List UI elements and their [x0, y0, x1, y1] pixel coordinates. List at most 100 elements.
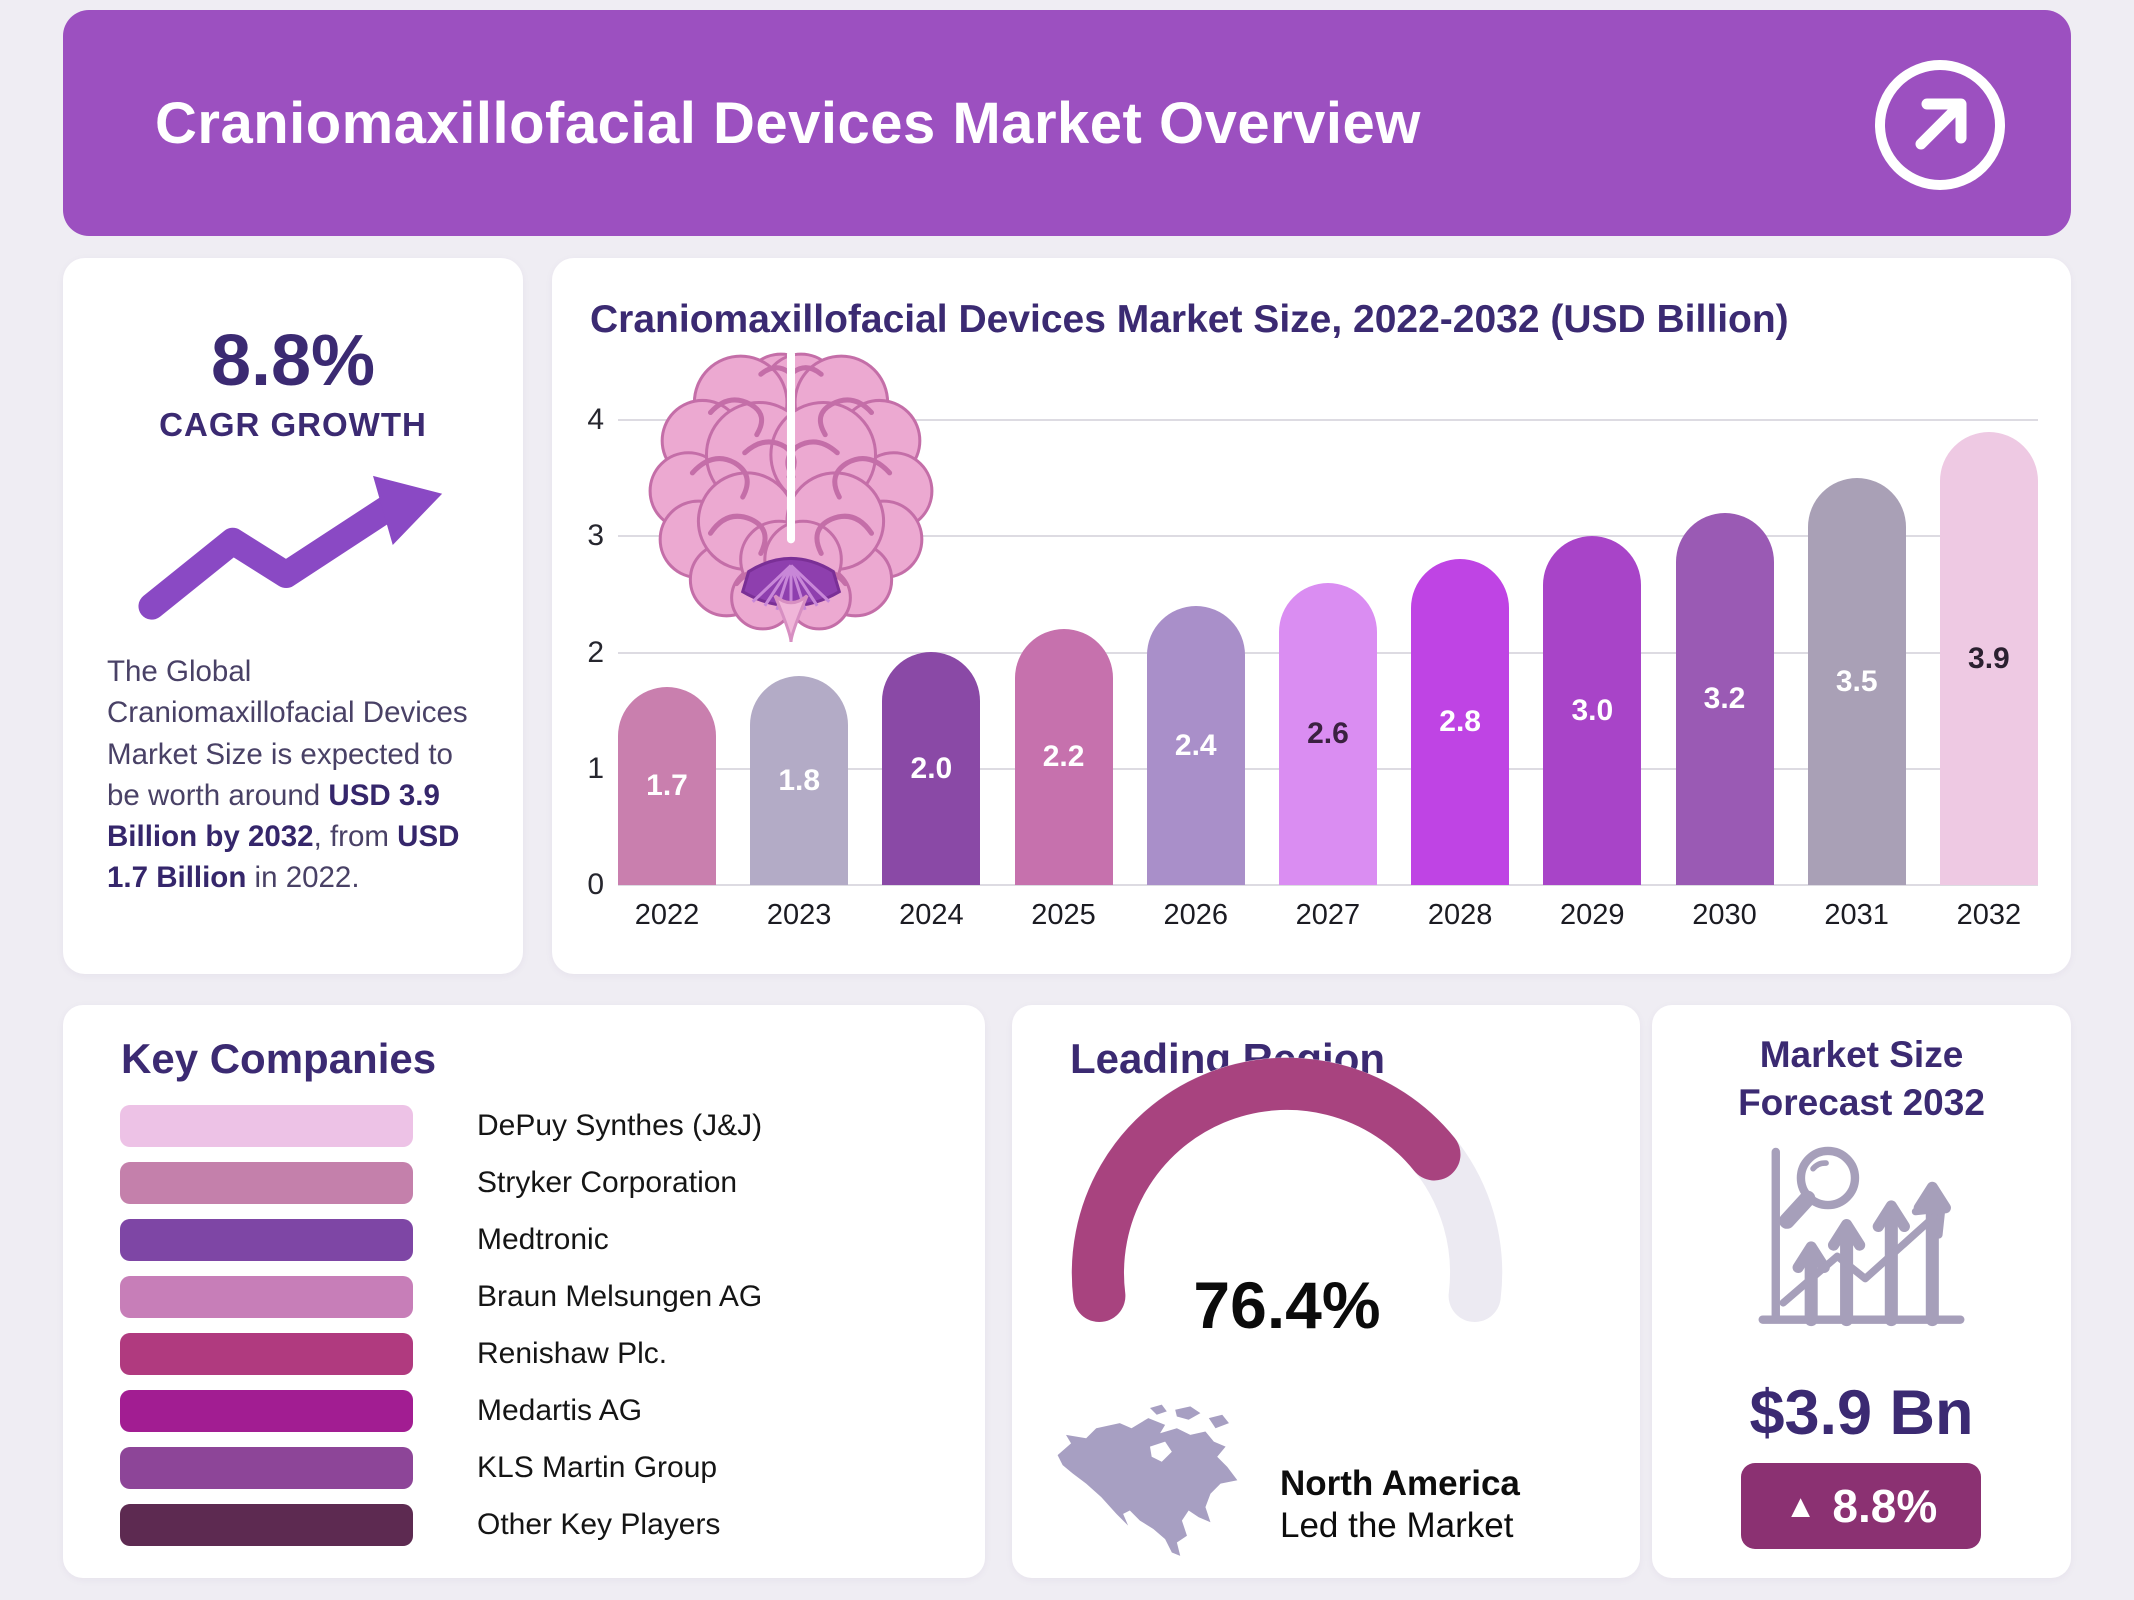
bar-2028: 2.8: [1411, 559, 1510, 885]
company-label: DePuy Synthes (J&J): [477, 1109, 763, 1142]
bar-2023: 1.8: [750, 676, 849, 885]
header-banner: Craniomaxillofacial Devices Market Overv…: [63, 10, 2071, 236]
market-size-forecast-card: Market Size Forecast 2032 $3.9 Bn ▲ 8.8%: [1652, 1005, 2071, 1578]
bar-value-label: 2.0: [910, 751, 953, 785]
y-axis-tick-4: 4: [587, 403, 604, 436]
company-row: Other Key Players: [120, 1504, 940, 1546]
x-axis-label-2030: 2030: [1692, 899, 1757, 931]
company-row: Renishaw Plc.: [120, 1333, 940, 1375]
y-axis-tick-0: 0: [587, 868, 604, 901]
bar-value-label: 3.9: [1968, 641, 2010, 675]
company-color-swatch: [120, 1162, 413, 1204]
region-note: Led the Market: [1280, 1506, 1514, 1545]
gridline-y3: [618, 535, 2038, 538]
gridline-y4: [618, 419, 2038, 421]
company-row: KLS Martin Group: [120, 1447, 940, 1489]
company-color-swatch: [120, 1390, 413, 1432]
company-row: DePuy Synthes (J&J): [120, 1105, 940, 1147]
bar-value-label: 2.4: [1174, 728, 1217, 762]
bar-value-label: 2.6: [1307, 717, 1349, 750]
key-companies-card: Key Companies DePuy Synthes (J&J) Stryker…: [63, 1005, 985, 1578]
company-color-swatch: [120, 1333, 413, 1375]
x-axis-label-2024: 2024: [899, 899, 964, 931]
company-list: DePuy Synthes (J&J) Stryker Corporation Me…: [120, 1105, 940, 1561]
gauge-percent-label: 76.4%: [1193, 1268, 1381, 1342]
cagr-value: 8.8%: [210, 321, 376, 401]
region-name: North America: [1280, 1464, 1520, 1503]
bar-2027: 2.6: [1278, 583, 1377, 885]
company-color-swatch: [120, 1105, 413, 1147]
growth-percent: 8.8%: [1832, 1480, 1938, 1532]
bar-value-label: 3.2: [1703, 682, 1746, 715]
x-axis-label-2029: 2029: [1560, 899, 1625, 931]
cagr-label: CAGR GROWTH: [159, 406, 427, 443]
bar-2031: 3.5: [1807, 478, 1906, 885]
y-axis-tick-3: 3: [587, 519, 604, 553]
company-label: Braun Melsungen AG: [477, 1280, 763, 1313]
y-axis-tick-1: 1: [587, 751, 604, 785]
y-axis-tick-2: 2: [587, 635, 604, 669]
growth-badge: ▲ 8.8%: [1741, 1463, 1981, 1549]
magnifier-growth-chart-icon: [1758, 1146, 1965, 1327]
bar-2024: 2.0: [882, 652, 981, 885]
bar-value-label: 3.5: [1835, 664, 1878, 698]
market-size-chart-card: Craniomaxillofacial Devices Market Size,…: [552, 258, 2071, 974]
company-row: Stryker Corporation: [120, 1162, 940, 1204]
bar-value-label: 2.2: [1042, 740, 1085, 773]
company-label: Medartis AG: [477, 1394, 643, 1427]
company-label: Medtronic: [477, 1223, 609, 1256]
forecast-title: Market Size Forecast 2032: [1652, 1031, 2071, 1127]
forecast-value: $3.9 Bn: [1749, 1378, 1974, 1448]
x-axis-label-2022: 2022: [634, 899, 700, 931]
bars: 1.7 1.8 2.0 2.2 2.4 2.6 2.8 3.0 3.2 3.5 3.9: [618, 420, 2038, 885]
chart-title: Craniomaxillofacial Devices Market Size,…: [590, 298, 1789, 341]
region-caption: North America Led the Market: [1280, 1463, 1520, 1547]
bar-2022: 1.7: [618, 687, 716, 885]
company-label: Renishaw Plc.: [477, 1337, 668, 1370]
forecast-title-line1: Market Size: [1759, 1034, 1964, 1075]
x-axis-label-2027: 2027: [1295, 899, 1361, 931]
brain-illustration-icon: [648, 350, 934, 643]
leading-region-card: Leading Region 76.4% North America Led t…: [1012, 1005, 1640, 1578]
arrow-up-right-circle-icon[interactable]: [1871, 56, 2009, 194]
bar-value-label: 1.8: [778, 763, 821, 797]
bar-2029: 3.0: [1543, 536, 1642, 885]
gauge-chart: [1071, 1057, 1503, 1323]
bar-2030: 3.2: [1675, 513, 1774, 885]
x-axis-label-2028: 2028: [1427, 899, 1493, 931]
bar-chart-plot: 1.7 1.8 2.0 2.2 2.4 2.6 2.8 3.0 3.2 3.5 3.9: [618, 419, 2038, 886]
x-axis-label-2032: 2032: [1956, 899, 2022, 931]
gridline-y0: [618, 884, 2038, 886]
cagr-card: 8.8% CAGR GROWTH The Global Craniomaxill…: [63, 258, 523, 974]
company-label: Other Key Players: [477, 1508, 721, 1541]
bar-value-label: 3.0: [1571, 693, 1614, 727]
bar-2032: 3.9: [1939, 432, 2038, 885]
x-axis-label-2026: 2026: [1163, 899, 1228, 931]
x-axis-label-2031: 2031: [1824, 899, 1889, 931]
company-row: Medtronic: [120, 1219, 940, 1261]
trend-up-arrow-icon: [138, 475, 443, 620]
company-color-swatch: [120, 1276, 413, 1318]
bar-2025: 2.2: [1014, 629, 1113, 885]
company-label: KLS Martin Group: [477, 1451, 718, 1484]
up-triangle-icon: ▲: [1784, 1488, 1817, 1524]
bar-value-label: 2.8: [1439, 705, 1481, 738]
x-axis-label-2025: 2025: [1031, 899, 1096, 931]
bar-2026: 2.4: [1146, 606, 1245, 885]
company-row: Medartis AG: [120, 1390, 940, 1432]
forecast-title-line2: Forecast 2032: [1738, 1082, 1985, 1124]
company-label: Stryker Corporation: [477, 1166, 738, 1199]
gauge-fill: [1071, 1057, 1461, 1323]
company-row: Braun Melsungen AG: [120, 1276, 940, 1318]
north-america-map-icon: [1057, 1404, 1238, 1556]
company-color-swatch: [120, 1504, 413, 1546]
company-color-swatch: [120, 1219, 413, 1261]
page-title: Craniomaxillofacial Devices Market Overv…: [155, 90, 1421, 156]
bar-value-label: 1.7: [646, 769, 688, 802]
x-axis-label-2023: 2023: [766, 899, 832, 931]
x-axis: 2022 2023 2024 2025 2026 2027 2028 2029 2030 2031…: [618, 899, 2038, 932]
key-companies-title: Key Companies: [121, 1035, 437, 1082]
company-color-swatch: [120, 1447, 413, 1489]
cagr-description: The Global Craniomaxillofacial Devices M…: [107, 655, 468, 895]
